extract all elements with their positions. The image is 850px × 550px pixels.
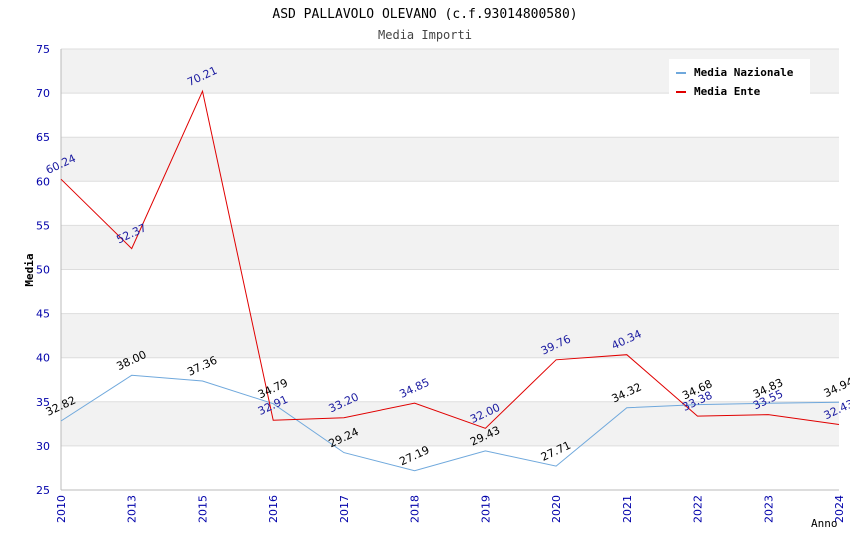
x-tick-label: 2023 [762, 495, 775, 523]
x-tick-label: 2021 [621, 495, 634, 523]
x-tick-label: 2019 [479, 495, 492, 523]
y-axis-ticks: 25 30 35 40 45 50 55 60 65 70 75 [36, 43, 50, 497]
chart-subtitle: Media Importi [378, 28, 472, 42]
series-line-media-nazionale [60, 374, 840, 472]
x-tick-label: 2020 [550, 495, 563, 523]
plot-band [61, 269, 839, 314]
y-tick-label: 75 [36, 43, 50, 56]
plot-band [61, 357, 839, 402]
legend-label: Media Ente [694, 85, 761, 98]
x-tick-label: 2022 [692, 495, 705, 523]
series-line-media-ente [60, 89, 840, 429]
y-axis-label: Media [23, 253, 36, 286]
plot-band [61, 181, 839, 226]
x-axis-ticks: 2010 2013 2015 2016 2017 2018 2019 2020 2021 2022… [55, 495, 846, 523]
plot-band [61, 137, 839, 182]
plot-band [61, 225, 839, 270]
x-axis-label: Anno [811, 517, 838, 530]
y-tick-label: 60 [36, 175, 50, 188]
y-tick-label: 30 [36, 440, 50, 453]
x-tick-label: 2016 [267, 495, 280, 523]
x-tick-label: 2024 [833, 495, 846, 523]
y-tick-label: 65 [36, 131, 50, 144]
legend: Media Nazionale Media Ente [669, 59, 810, 99]
series-lines [60, 89, 840, 472]
grid-lines [60, 48, 839, 491]
x-tick-label: 2017 [338, 495, 351, 523]
y-tick-label: 70 [36, 87, 50, 100]
y-tick-label: 40 [36, 352, 50, 365]
plot-band [61, 445, 839, 490]
x-tick-label: 2018 [409, 495, 422, 523]
y-tick-label: 45 [36, 308, 50, 321]
plot-band [61, 313, 839, 358]
legend-label: Media Nazionale [694, 66, 794, 79]
y-tick-label: 35 [36, 396, 50, 409]
y-tick-label: 55 [36, 219, 50, 232]
y-tick-label: 50 [36, 264, 50, 277]
y-tick-label: 25 [36, 484, 50, 497]
plot-background [61, 49, 839, 490]
x-tick-label: 2013 [126, 495, 139, 523]
plot-band [61, 93, 839, 138]
x-tick-label: 2015 [196, 495, 209, 523]
legend-box [669, 59, 810, 99]
chart-title: ASD PALLAVOLO OLEVANO (c.f.93014800580) [272, 7, 577, 22]
plot-band [61, 401, 839, 446]
x-tick-label: 2010 [55, 495, 68, 523]
